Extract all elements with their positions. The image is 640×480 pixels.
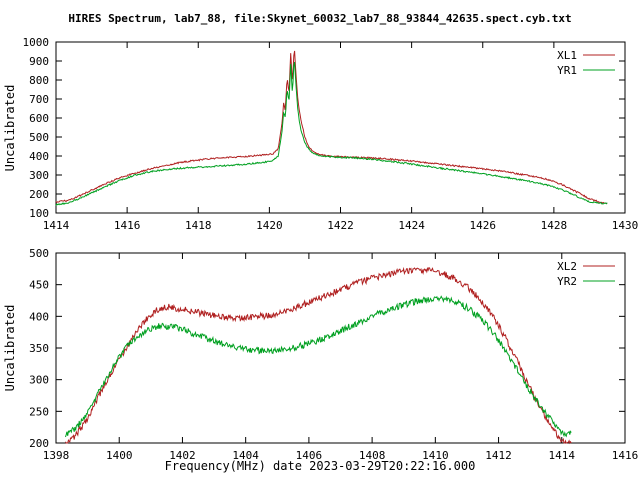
bottom-chart: 1398 1400 1402 1404 1406 1408 1410 1412 1414 1416…	[29, 247, 639, 462]
x-tick-label: 1404	[232, 449, 259, 462]
series-line-YR2	[65, 295, 572, 438]
legend-label: XL1	[557, 49, 577, 62]
y-tick-label: 700	[29, 93, 49, 106]
legend-label: YR2	[557, 275, 577, 288]
legend-label: YR1	[557, 64, 577, 77]
y-tick-label: 300	[29, 169, 49, 182]
x-tick-label: 1416	[612, 449, 639, 462]
x-tick-label: 1420	[256, 219, 283, 232]
legend-label: XL2	[557, 260, 577, 273]
x-tick-label: 1398	[43, 449, 70, 462]
top-chart: 1414 1416 1418 1420 1422 1424 1426 1428 1430 100 2…	[23, 36, 639, 232]
plot-border	[55, 41, 626, 214]
x-tick-label: 1402	[169, 449, 196, 462]
y-tick-label: 200	[29, 188, 49, 201]
chart-title: HIRES Spectrum, lab7_88, file:Skynet_600…	[68, 12, 572, 25]
y-tick-label: 350	[29, 342, 49, 355]
y-tick-label: 500	[29, 131, 49, 144]
y-tick-label: 500	[29, 247, 49, 260]
y-tick-label: 200	[29, 437, 49, 450]
x-tick-label: 1424	[398, 219, 425, 232]
y-tick-label: 800	[29, 74, 49, 87]
series-line-XL2	[65, 266, 572, 445]
x-axis-label: Frequency(MHz) date 2023-03-29T20:22:16.…	[164, 459, 476, 473]
x-tick-label: 1428	[541, 219, 568, 232]
y-tick-label: 600	[29, 112, 49, 125]
y-tick-label: 400	[29, 150, 49, 163]
x-tick-label: 1422	[327, 219, 354, 232]
y-tick-label: 900	[29, 55, 49, 68]
x-tick-label: 1410	[422, 449, 449, 462]
x-tick-label: 1412	[485, 449, 512, 462]
y-tick-label: 450	[29, 279, 49, 292]
y-tick-label: 250	[29, 405, 49, 418]
x-tick-label: 1430	[612, 219, 639, 232]
x-tick-label: 1416	[114, 219, 141, 232]
x-tick-label: 1408	[359, 449, 386, 462]
x-tick-label: 1414	[549, 449, 576, 462]
y-tick-label: 1000	[23, 36, 50, 49]
series-line-YR1	[55, 61, 608, 206]
x-tick-label: 1418	[185, 219, 212, 232]
plot-border	[55, 252, 626, 444]
y-tick-label: 400	[29, 310, 49, 323]
y-tick-label: 300	[29, 374, 49, 387]
x-tick-label: 1406	[296, 449, 323, 462]
x-tick-label: 1426	[470, 219, 497, 232]
x-tick-label: 1400	[106, 449, 133, 462]
x-tick-label: 1414	[43, 219, 70, 232]
y-tick-label: 100	[29, 207, 49, 220]
